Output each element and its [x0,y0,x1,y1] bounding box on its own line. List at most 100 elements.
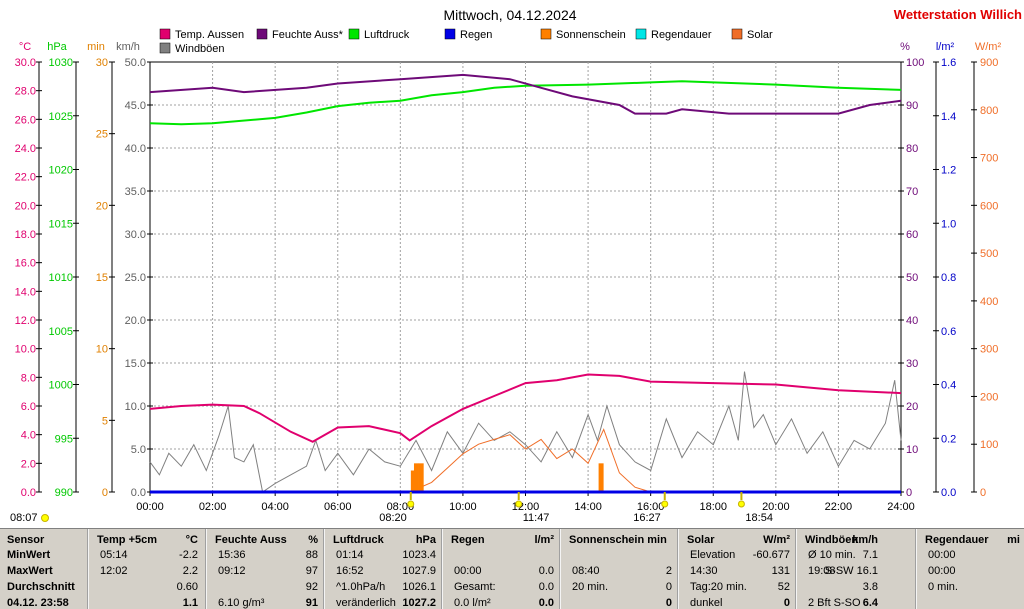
humidity-axis-tick-label: 50 [906,272,918,284]
stats-column-wind: Windböen km/h Ø 10 min. 7.1 19:08 S-SW 16.1 3.… [798,529,882,609]
pressure-axis-tick-label: 990 [55,487,73,499]
minutes-axis-tick-label: 5 [102,415,108,427]
humidity-axis-tick-label: 60 [906,229,918,241]
stat-time: 08:40 [572,565,600,577]
temp-axis-tick-label: 24.0 [15,143,36,155]
x-tick-label: 24:00 [887,501,915,513]
humidity-axis-tick-label: 0 [906,487,912,499]
legend-label: Sonnenschein [556,29,626,41]
temp-axis-tick-label: 26.0 [15,114,36,126]
marker-dot [515,500,523,508]
solar-axis-tick-label: 100 [980,439,998,451]
stats-column-sonne: Sonnenschein min 08:40 2 20 min. 0 0 [562,529,676,609]
series-temp-aussen [149,373,902,443]
weather-chart: Mittwoch, 04.12.2024 Wetterstation Willi… [10,7,1023,524]
wind-axis-tick-label: 25.0 [125,272,146,284]
stat-value: 52 [777,581,790,593]
x-tick-label: 08:00 [387,501,415,513]
column-separator [677,529,679,609]
rain-axis-tick-label: 1.0 [941,218,956,230]
humidity-axis-tick-label: 80 [906,143,918,155]
row-label: Durchschnitt [7,581,75,593]
legend-label: Windböen [175,43,225,55]
stat-time: Gesamt: [454,581,496,593]
wind-axis-tick-label: 40.0 [125,143,146,155]
stat-time: 00:00 [928,565,956,577]
stat-time: 14:30 [690,565,718,577]
column-unit: % [308,534,318,546]
series-line [149,373,902,443]
stat-value: 91 [305,597,318,609]
column-unit: mi [1007,534,1020,546]
stat-value: 0.0 [538,581,554,593]
stat-value: 1026.1 [402,581,436,593]
stat-time: dunkel [690,597,723,609]
marker-label: 08:07 [10,512,38,524]
temp-axis-unit: °C [19,41,31,53]
x-tick-label: 00:00 [136,501,164,513]
wind-axis-unit: km/h [116,41,140,53]
temp-axis-tick-label: 2.0 [21,458,36,470]
stat-time: 0 min. [928,581,958,593]
x-tick-label: 10:00 [449,501,477,513]
column-separator [87,529,89,609]
legend-swatch [635,28,647,40]
column-separator [441,529,443,609]
stat-value: 2 [665,565,672,577]
minutes-axis-tick-label: 0 [102,487,108,499]
stats-column-regen: Regen l/m² 00:00 0.0 Gesamt: 0.0 0.0 l/m² 0.0 [444,529,558,609]
solar-axis-unit: W/m² [975,41,1002,53]
row-label: 04.12. 23:58 [7,597,69,609]
legend-label: Temp. Aussen [175,29,244,41]
stat-time: Elevation [690,549,736,561]
pressure-axis-tick-label: 1015 [49,218,73,230]
column-separator [915,529,917,609]
temp-axis-tick-label: 18.0 [15,229,36,241]
solar-axis-tick-label: 800 [980,105,998,117]
x-tick-label: 16:00 [637,501,665,513]
legend-label: Feuchte Auss* [272,29,344,41]
series-windb-en [149,371,902,493]
x-tick-label: 02:00 [199,501,227,513]
temp-axis-tick-label: 22.0 [15,172,36,184]
temp-axis-tick-label: 0.0 [21,487,36,499]
temp-axis-tick-label: 14.0 [15,286,36,298]
humidity-axis-tick-label: 70 [906,186,918,198]
column-header: Feuchte Auss [215,534,287,546]
column-separator [205,529,207,609]
stat-value: S-SW 16.1 [824,565,878,577]
sunshine-bar [418,463,424,492]
wind-axis-tick-label: 30.0 [125,229,146,241]
pressure-axis-tick-label: 1025 [49,111,73,123]
rain-axis-tick-label: 0.2 [941,433,956,445]
station-name: Wetterstation Willich [894,7,1022,22]
pressure-axis-tick-label: 1010 [49,272,73,284]
temp-axis-tick-label: 16.0 [15,258,36,270]
stat-time: 12:02 [100,565,128,577]
humidity-axis-tick-label: 90 [906,100,918,112]
minutes-axis-tick-label: 15 [96,272,108,284]
series-luftdruck [149,80,902,126]
minutes-axis-unit: min [87,41,105,53]
stat-time: 15:36 [218,549,246,561]
wind-axis-tick-label: 45.0 [125,100,146,112]
stat-value: 97 [305,565,318,577]
humidity-axis-tick-label: 10 [906,444,918,456]
x-tick-label: 18:00 [699,501,727,513]
wind-axis-tick-label: 50.0 [125,57,146,69]
temp-axis-tick-label: 10.0 [15,344,36,356]
x-tick-label: 20:00 [762,501,790,513]
series-sonnenschein [410,463,604,492]
legend-swatch [159,42,171,54]
sunshine-bar [410,470,416,492]
legend-swatch [731,28,743,40]
column-unit: l/m² [534,534,554,546]
x-tick-label: 04:00 [261,501,289,513]
solar-axis-tick-label: 700 [980,153,998,165]
series-line [149,80,902,126]
rain-axis-tick-label: 0.4 [941,380,956,392]
marker-label: 08:20 [379,512,407,524]
chart-legend: Temp. Aussen Feuchte Auss* Luftdruck Regen S… [159,28,773,55]
minutes-axis-tick-label: 10 [96,344,108,356]
column-separator [323,529,325,609]
